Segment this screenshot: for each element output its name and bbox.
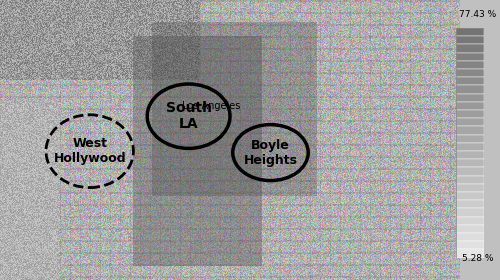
Bar — [456, 192, 483, 200]
Bar — [456, 176, 483, 184]
Bar — [456, 69, 483, 77]
Bar — [456, 249, 483, 258]
Bar — [456, 61, 483, 69]
Text: South
LA: South LA — [166, 101, 212, 131]
Text: 5.28 %: 5.28 % — [462, 254, 494, 263]
Bar — [456, 77, 483, 85]
Text: Los Angeles: Los Angeles — [182, 101, 241, 111]
Text: West
Hollywood: West Hollywood — [54, 137, 126, 165]
Bar — [456, 241, 483, 249]
Bar — [456, 126, 483, 135]
Bar — [456, 167, 483, 176]
Bar — [456, 118, 483, 126]
Bar — [456, 94, 483, 102]
Bar — [456, 135, 483, 143]
Bar — [456, 102, 483, 110]
Bar — [456, 36, 483, 45]
Bar — [456, 159, 483, 167]
FancyBboxPatch shape — [134, 36, 262, 266]
Bar — [456, 53, 483, 61]
Bar — [456, 110, 483, 118]
Bar — [456, 208, 483, 217]
Bar — [456, 151, 483, 159]
Bar — [456, 233, 483, 241]
Text: Boyle
Heights: Boyle Heights — [244, 139, 298, 167]
Bar — [456, 28, 483, 36]
Bar — [456, 85, 483, 94]
Bar — [456, 45, 483, 53]
Bar — [456, 184, 483, 192]
Text: 77.43 %: 77.43 % — [460, 10, 496, 19]
Bar — [456, 143, 483, 151]
FancyBboxPatch shape — [152, 22, 318, 196]
Bar — [456, 200, 483, 208]
Bar — [456, 217, 483, 225]
Bar — [456, 225, 483, 233]
